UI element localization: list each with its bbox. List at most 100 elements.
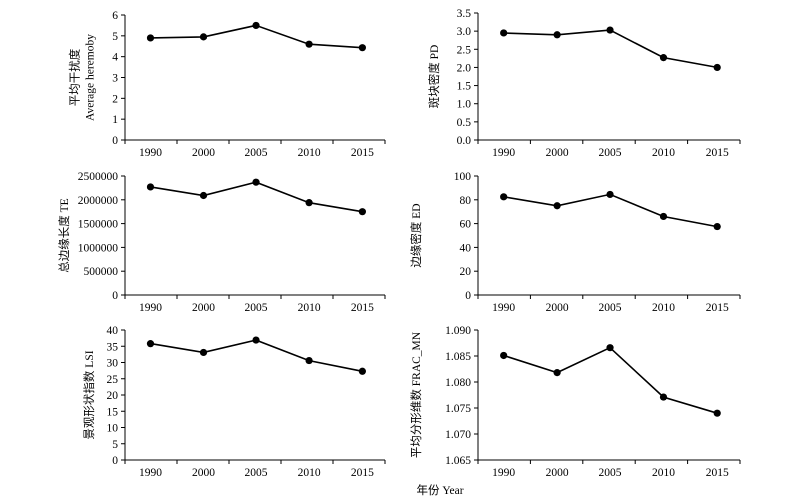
- y-tick-label: 3.0: [457, 26, 472, 38]
- data-point: [659, 54, 668, 62]
- y-tick-label: 0: [112, 290, 118, 302]
- data-point: [305, 40, 313, 48]
- data-point: [358, 208, 366, 216]
- y-tick-label: 30: [107, 358, 119, 370]
- data-point: [199, 348, 208, 357]
- y-tick-label: 0: [112, 135, 118, 147]
- data-point: [659, 212, 668, 221]
- data-point: [553, 31, 561, 39]
- data-point: [358, 367, 366, 375]
- x-tick-label: 2005: [599, 467, 622, 479]
- data-point: [252, 21, 260, 30]
- chart-panel-1: 0 1 2 3 4 5 6 1990 2000 2005 2010 2015 平均干扰度 Average …: [68, 10, 386, 159]
- x-tick-label: 2005: [245, 467, 268, 479]
- data-point: [199, 33, 208, 41]
- x-tick-label: 2000: [546, 302, 569, 314]
- x-tick-label: 2005: [599, 302, 622, 314]
- x-tick-label: 2015: [706, 467, 729, 479]
- y-tick-label: 40: [107, 325, 119, 337]
- series-line: [150, 181, 363, 213]
- chart-panel-4: 0 20 40 60 80 100 1990 2000 2005 2010 2015 边缘密度 ED: [409, 171, 741, 314]
- x-tick-label: 1990: [139, 147, 162, 159]
- y-tick-label: 0.0: [457, 135, 472, 147]
- y-axis-title: 平均分形维数 FRAC_MN: [409, 331, 423, 458]
- x-tick-label: 2000: [192, 467, 215, 479]
- y-tick-label: 6: [112, 10, 118, 22]
- y-tick-label: 35: [107, 341, 119, 353]
- x-tick-label: 2010: [298, 302, 321, 314]
- y-axis-title: 边缘密度 ED: [409, 203, 423, 267]
- x-tick-label: 2010: [652, 147, 675, 159]
- chart-panel-2: 0.0 0.5 1.0 1.5 2.0 2.5 3.0 3.5 1990 2000 2005 2010…: [427, 8, 741, 159]
- series-line: [503, 29, 718, 69]
- y-tick-label: 2500000: [78, 171, 119, 183]
- chart-panel-6: 1.065 1.070 1.075 1.080 1.085 1.090 1990 2000 20…: [409, 325, 741, 479]
- x-tick-label: 2000: [546, 467, 569, 479]
- figure-x-axis-label: 年份 Year: [416, 483, 463, 497]
- data-point: [252, 336, 260, 344]
- data-point: [553, 202, 561, 210]
- x-tick-label: 2000: [192, 147, 215, 159]
- y-tick-label: 3.5: [457, 8, 472, 20]
- data-point: [713, 222, 721, 231]
- data-point: [146, 340, 155, 348]
- data-point: [500, 351, 508, 360]
- y-tick-label: 20: [107, 390, 119, 402]
- y-tick-label: 5: [112, 31, 118, 43]
- y-tick-label: 0: [112, 455, 118, 467]
- y-tick-label: 1.0: [457, 99, 472, 111]
- y-tick-label: 20: [460, 266, 472, 278]
- data-point: [252, 178, 260, 186]
- y-tick-label: 3: [112, 73, 118, 85]
- y-tick-label: 1.085: [445, 351, 471, 363]
- y-tick-label: 1.080: [445, 377, 471, 389]
- x-tick-label: 1990: [492, 147, 515, 159]
- series-line: [150, 339, 363, 373]
- x-tick-label: 2015: [351, 467, 374, 479]
- data-point: [305, 356, 313, 365]
- x-tick-label: 1990: [492, 467, 515, 479]
- data-point: [606, 344, 614, 352]
- x-tick-label: 1990: [139, 467, 162, 479]
- data-point: [713, 63, 721, 72]
- y-tick-label: 1.070: [445, 429, 471, 441]
- y-tick-label: 1.5: [457, 81, 472, 93]
- y-tick-label: 2: [112, 93, 118, 105]
- data-point: [199, 191, 208, 200]
- data-point: [553, 369, 561, 377]
- data-point: [358, 44, 366, 52]
- y-tick-label: 1000000: [78, 242, 119, 254]
- x-tick-label: 1990: [139, 302, 162, 314]
- y-tick-label: 80: [460, 195, 472, 207]
- y-tick-label: 0.5: [457, 117, 472, 129]
- y-tick-label: 2.5: [457, 44, 472, 56]
- y-tick-label: 5: [112, 439, 118, 451]
- x-tick-label: 1990: [492, 302, 515, 314]
- y-axis-title: 斑块密度 PD: [427, 45, 441, 109]
- x-tick-label: 2005: [599, 147, 622, 159]
- y-tick-label: 2.0: [457, 62, 472, 74]
- y-axis-title: 景观形状指数 LSI: [82, 350, 96, 439]
- data-point: [659, 393, 668, 401]
- data-point: [500, 193, 508, 201]
- x-tick-label: 2015: [706, 302, 729, 314]
- y-tick-label: 1.075: [445, 403, 471, 415]
- y-tick-label: 40: [460, 242, 472, 254]
- data-point: [713, 409, 721, 417]
- data-point: [146, 34, 155, 42]
- series-line: [503, 346, 718, 414]
- y-tick-label: 500000: [84, 266, 119, 278]
- data-point: [146, 183, 155, 191]
- x-tick-label: 2005: [245, 147, 268, 159]
- data-point: [606, 26, 614, 34]
- x-tick-label: 2010: [298, 147, 321, 159]
- data-point: [606, 190, 614, 199]
- y-axis-title: 总边缘长度 TE: [57, 198, 71, 272]
- y-tick-label: 100: [454, 171, 472, 183]
- y-tick-label: 1: [112, 114, 118, 126]
- data-point: [500, 29, 508, 37]
- series-line: [503, 193, 718, 228]
- y-tick-label: 2000000: [78, 195, 119, 207]
